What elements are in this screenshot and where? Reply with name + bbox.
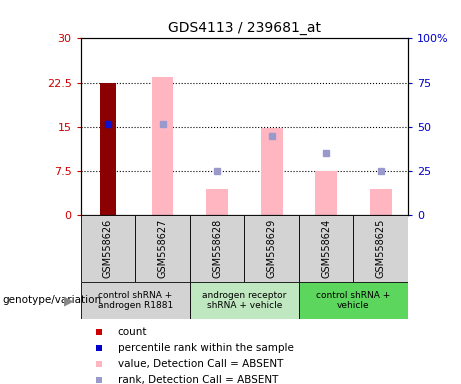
Text: count: count: [118, 327, 147, 337]
Text: genotype/variation: genotype/variation: [2, 295, 101, 306]
Text: value, Detection Call = ABSENT: value, Detection Call = ABSENT: [118, 359, 283, 369]
Text: GSM558625: GSM558625: [376, 219, 386, 278]
Bar: [100, 83, 116, 215]
Text: rank, Detection Call = ABSENT: rank, Detection Call = ABSENT: [118, 376, 278, 384]
Bar: [354, 215, 408, 282]
Bar: [81, 282, 190, 319]
Text: percentile rank within the sample: percentile rank within the sample: [118, 343, 294, 353]
Bar: [206, 189, 228, 215]
Text: androgen receptor
shRNA + vehicle: androgen receptor shRNA + vehicle: [202, 291, 287, 310]
Bar: [315, 171, 337, 215]
Text: GSM558629: GSM558629: [266, 219, 277, 278]
Text: control shRNA +
androgen R1881: control shRNA + androgen R1881: [98, 291, 173, 310]
Bar: [299, 282, 408, 319]
Bar: [135, 215, 190, 282]
Text: GSM558628: GSM558628: [212, 219, 222, 278]
Text: GSM558626: GSM558626: [103, 219, 113, 278]
Bar: [261, 128, 283, 215]
Bar: [152, 77, 173, 215]
Bar: [81, 215, 135, 282]
Bar: [244, 215, 299, 282]
Bar: [190, 282, 299, 319]
Text: GSM558624: GSM558624: [321, 219, 331, 278]
Bar: [299, 215, 354, 282]
Text: control shRNA +
vehicle: control shRNA + vehicle: [316, 291, 390, 310]
Bar: [370, 189, 392, 215]
Text: ▶: ▶: [65, 294, 74, 307]
Text: GSM558627: GSM558627: [158, 219, 167, 278]
Bar: [190, 215, 244, 282]
Title: GDS4113 / 239681_at: GDS4113 / 239681_at: [168, 21, 321, 35]
